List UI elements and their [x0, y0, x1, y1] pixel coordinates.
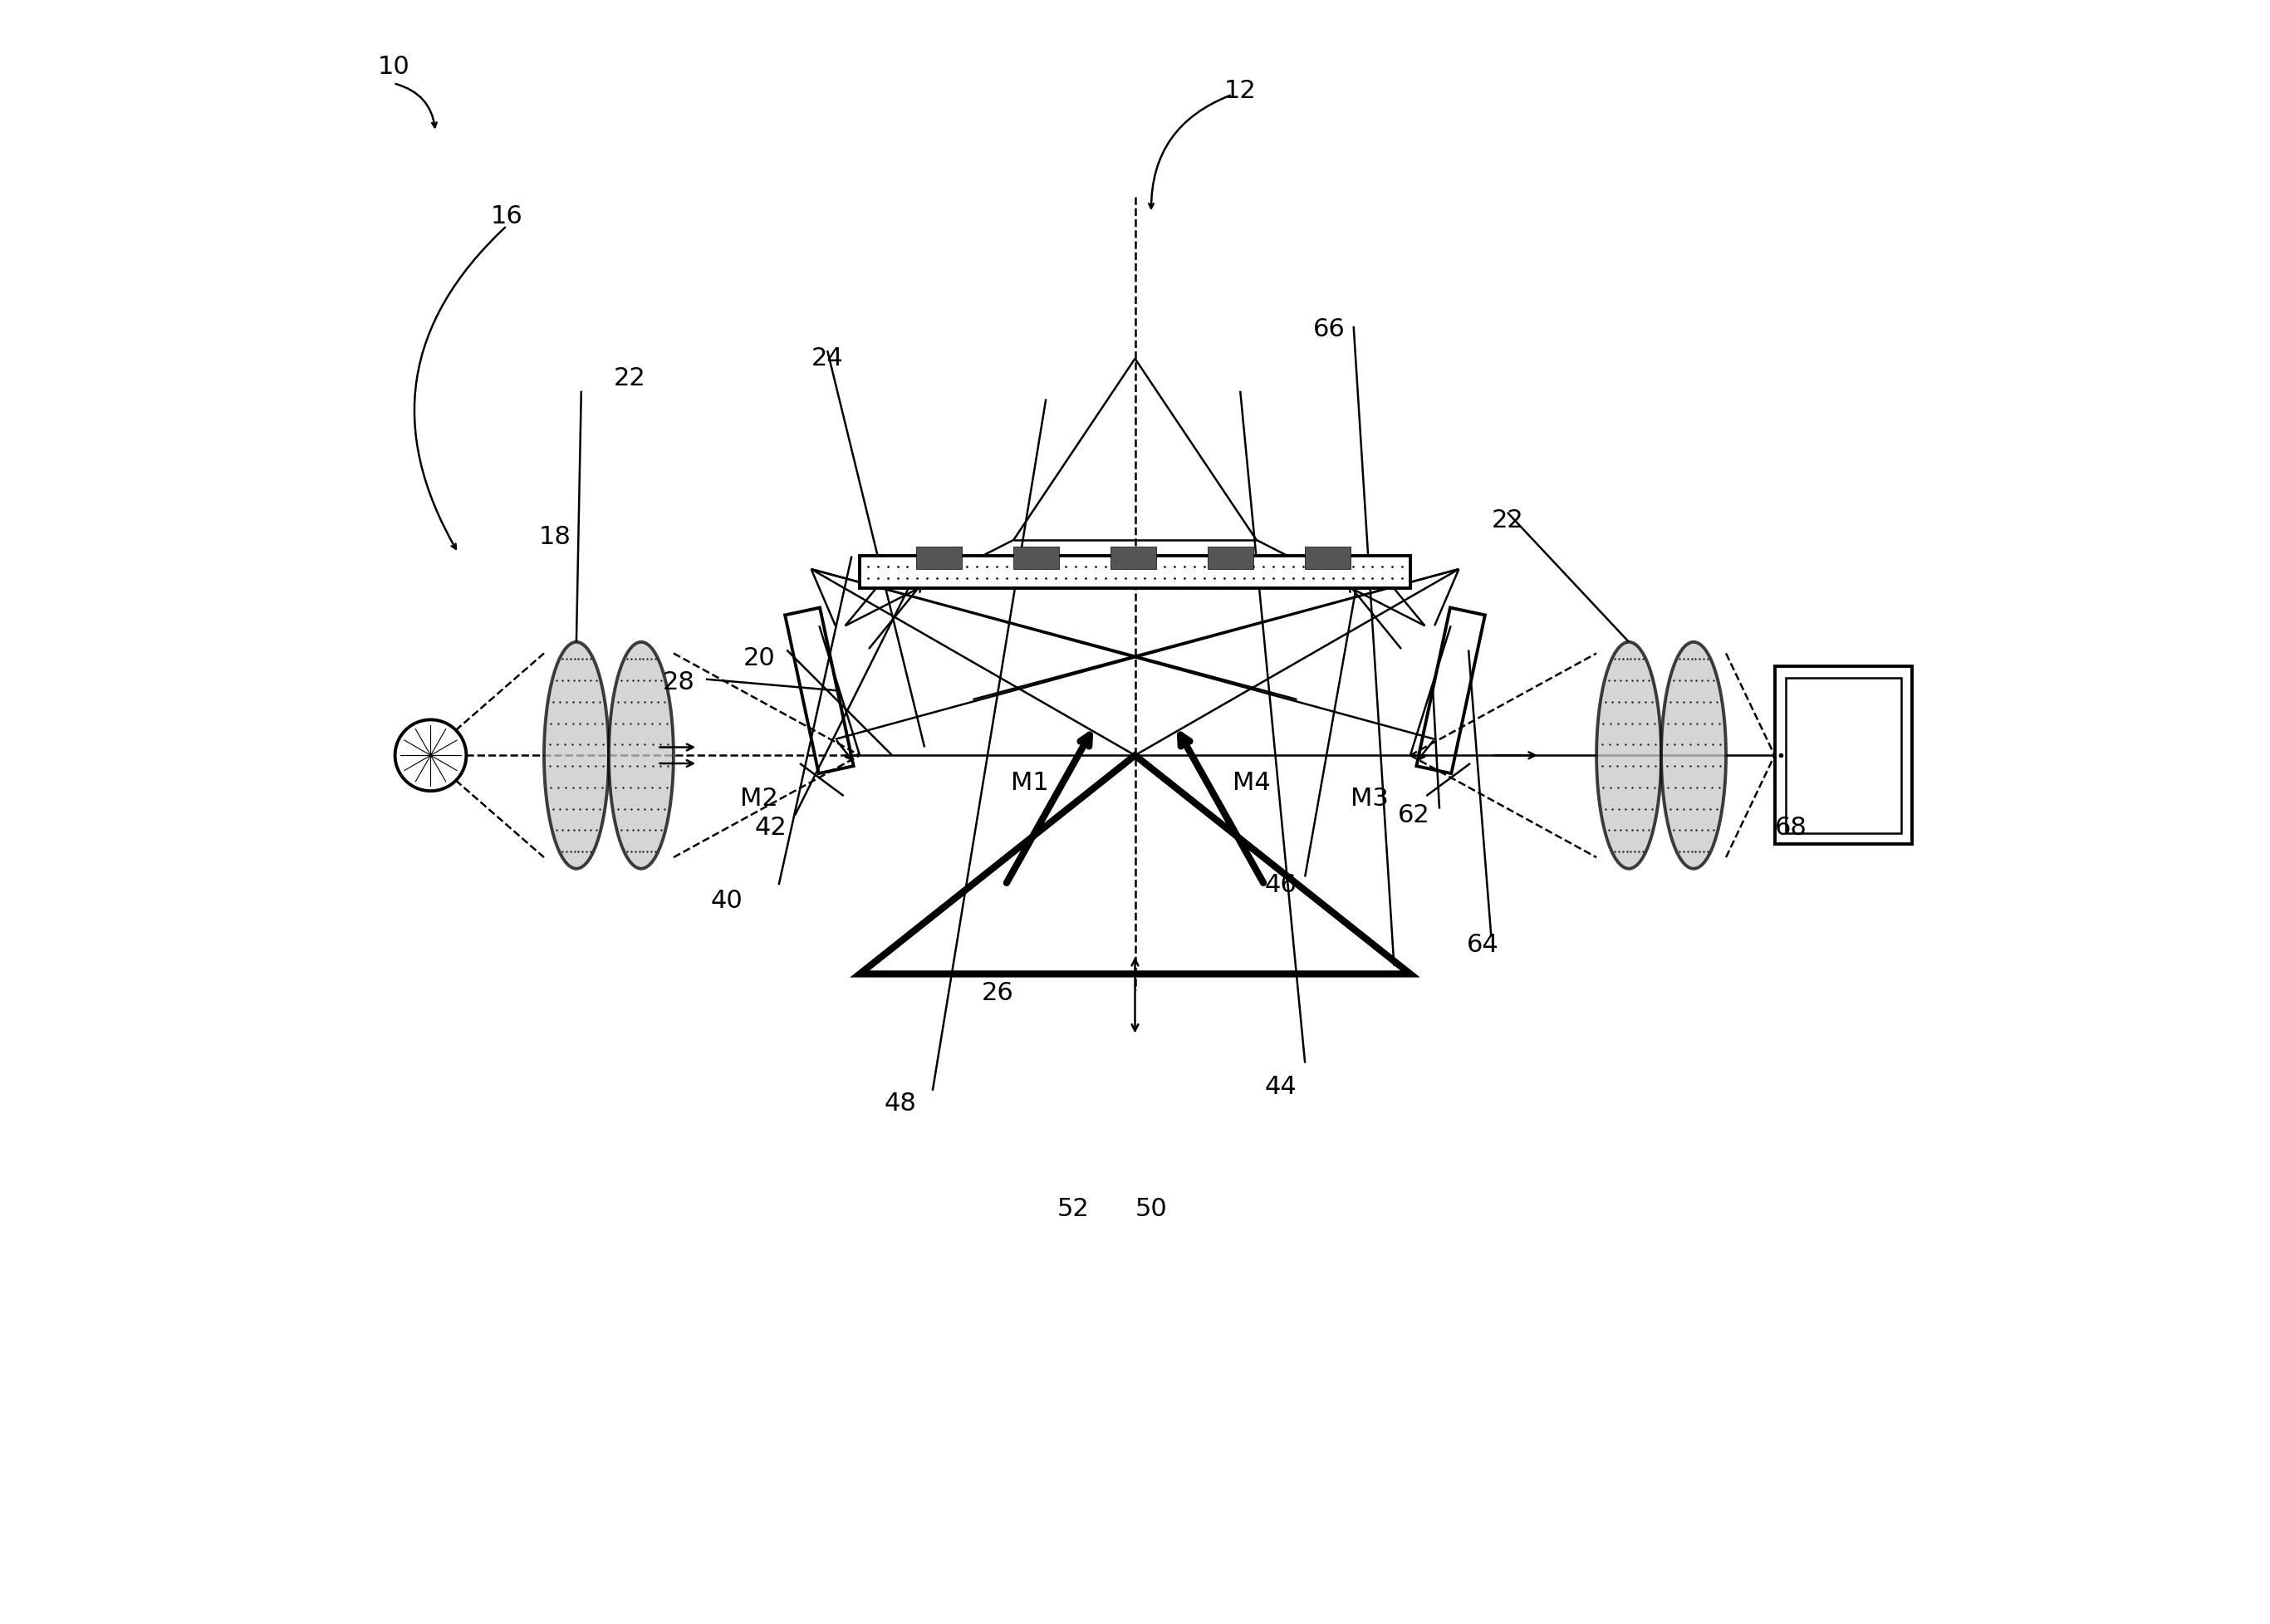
- Bar: [860, 555, 1410, 588]
- Bar: [917, 546, 962, 568]
- Ellipse shape: [608, 641, 674, 869]
- Text: 12: 12: [1224, 80, 1255, 104]
- Text: 18: 18: [540, 525, 572, 549]
- Ellipse shape: [1662, 641, 1725, 869]
- Text: 52: 52: [1058, 1197, 1090, 1221]
- Text: 62: 62: [1398, 804, 1430, 827]
- Text: 28: 28: [663, 671, 695, 695]
- Text: 40: 40: [711, 888, 742, 913]
- Bar: [1015, 546, 1058, 568]
- Text: M2: M2: [740, 788, 779, 810]
- Text: 46: 46: [1264, 872, 1296, 896]
- Bar: [1305, 546, 1351, 568]
- Bar: [1208, 546, 1253, 568]
- Text: 22: 22: [613, 365, 647, 390]
- Text: 44: 44: [1264, 1075, 1296, 1099]
- Text: 64: 64: [1466, 932, 1498, 957]
- Text: 50: 50: [1135, 1197, 1167, 1221]
- Text: 20: 20: [742, 646, 776, 671]
- Text: 16: 16: [490, 205, 522, 227]
- Bar: [1786, 677, 1900, 833]
- Text: 66: 66: [1314, 317, 1346, 341]
- Ellipse shape: [1596, 641, 1662, 869]
- Text: 26: 26: [981, 981, 1012, 1005]
- Text: M3: M3: [1351, 788, 1389, 810]
- Ellipse shape: [545, 641, 608, 869]
- Text: M1: M1: [1010, 771, 1049, 794]
- Text: 48: 48: [883, 1091, 917, 1116]
- Bar: [1110, 546, 1155, 568]
- Text: 10: 10: [377, 55, 409, 80]
- Text: M4: M4: [1233, 771, 1271, 794]
- Text: 22: 22: [1491, 508, 1523, 533]
- Text: 42: 42: [754, 817, 788, 840]
- Text: 68: 68: [1775, 817, 1807, 840]
- Text: 24: 24: [810, 346, 844, 370]
- Bar: [1775, 666, 1911, 844]
